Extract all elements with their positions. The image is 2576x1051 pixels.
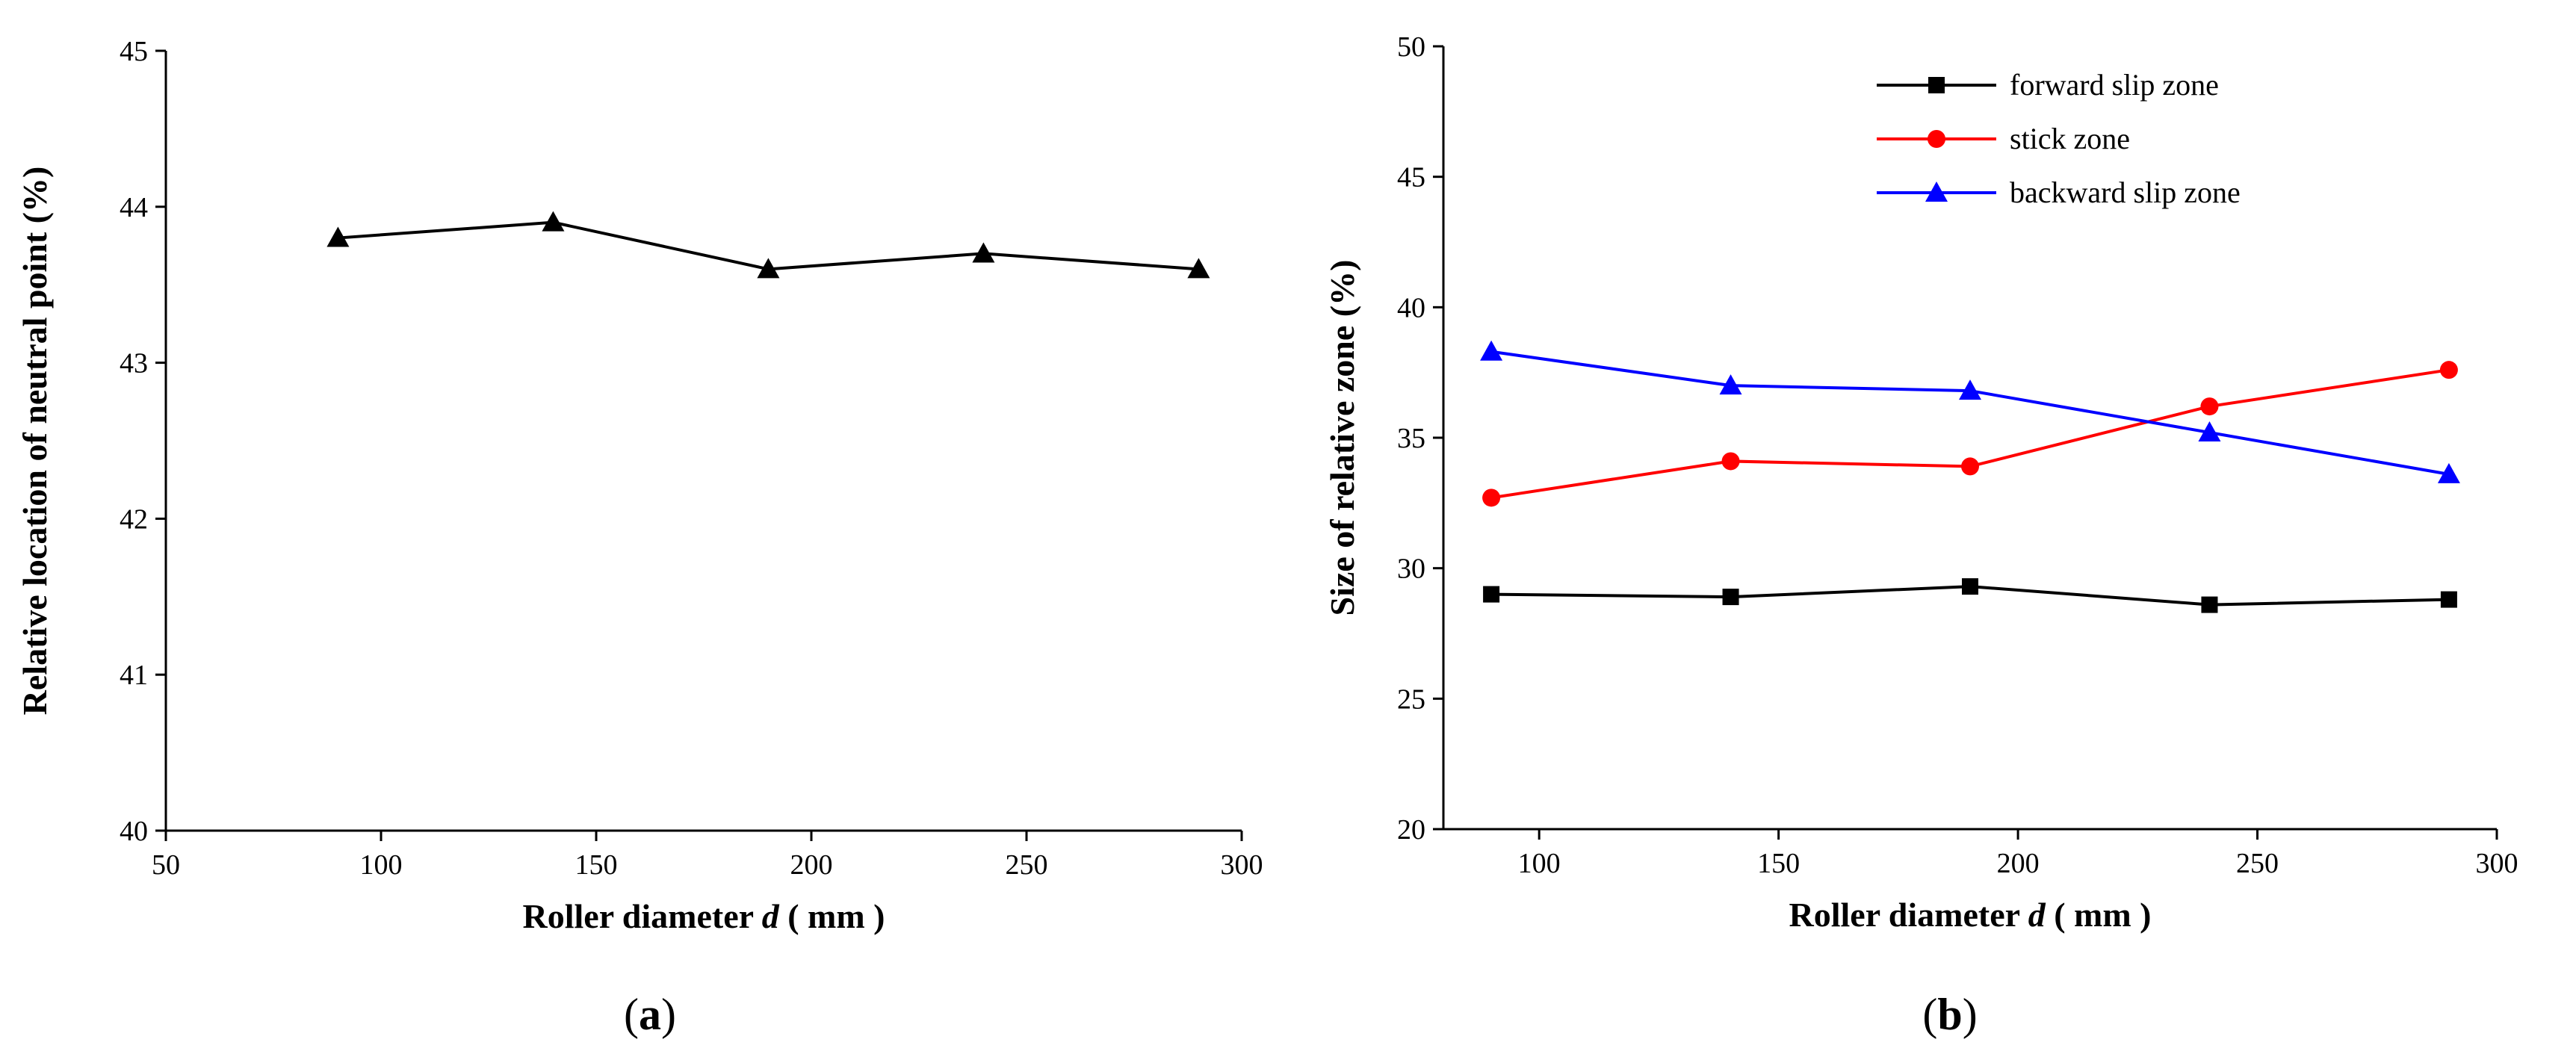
chart-panel-b: 100 150 200 250 300 20 25 30 35 40 45 50 Roller diam… <box>1323 31 2518 1039</box>
y-tick-label: 45 <box>120 36 148 67</box>
data-point <box>2198 421 2221 442</box>
legend-marker <box>1928 77 1945 93</box>
y-tick-label: 45 <box>1397 162 1425 193</box>
panel-label-letter: a <box>639 990 661 1039</box>
y-tick-label: 43 <box>120 348 148 379</box>
x-tick-label: 100 <box>1518 848 1561 879</box>
data-point <box>2439 361 2458 379</box>
x-tick-label: 200 <box>790 849 833 881</box>
data-point <box>1719 374 1742 395</box>
y-tick-label: 40 <box>120 816 148 847</box>
y-tick-label: 30 <box>1397 554 1425 585</box>
y-tick-label: 44 <box>120 192 148 223</box>
data-point <box>757 258 780 279</box>
x-tick-label: 50 <box>152 849 180 881</box>
panel-label: (a) <box>624 990 676 1039</box>
data-point <box>2440 591 2457 608</box>
chart-panel-a: 50 100 150 200 250 300 40 41 42 43 44 45 Roller diam… <box>16 36 1263 1039</box>
legend-marker <box>1928 130 1945 148</box>
x-axis-title-unit: ( mm ) <box>779 897 885 935</box>
data-point <box>1959 379 1981 400</box>
x-axis-title-text: Roller diameter <box>1789 896 2020 934</box>
x-tick-label: 150 <box>575 849 618 881</box>
x-axis-title-unit: ( mm ) <box>2046 896 2152 934</box>
x-tick-label: 150 <box>1757 848 1800 879</box>
x-axis-title-var: d <box>762 897 780 935</box>
data-point <box>1962 578 1978 595</box>
data-point <box>1721 452 1740 471</box>
x-tick-label: 250 <box>1006 849 1048 881</box>
data-point <box>542 211 565 232</box>
panel-label-close: ) <box>661 990 676 1039</box>
x-tick-label: 250 <box>2236 848 2279 879</box>
panel-label: (b) <box>1922 990 1977 1039</box>
x-tick-label: 300 <box>2476 848 2518 879</box>
x-axis-title: Roller diameter d ( mm ) <box>1789 896 2152 934</box>
panel-label-open: ( <box>624 990 639 1039</box>
y-tick-label: 25 <box>1397 683 1425 715</box>
y-tick-label: 40 <box>1397 292 1425 323</box>
legend-marker <box>1925 182 1948 202</box>
data-point <box>2200 397 2219 416</box>
series-line <box>1490 350 2450 476</box>
series-1 <box>1482 361 2458 507</box>
data-point <box>1483 586 1500 603</box>
x-tick-label: 200 <box>1997 848 2040 879</box>
x-axis-title-space <box>2019 896 2028 934</box>
data-point <box>326 226 350 247</box>
y-tick-label: 41 <box>120 660 148 691</box>
series-2 <box>1480 340 2460 483</box>
x-axis-title-text: Roller diameter <box>523 897 754 935</box>
legend: forward slip zone stick zone backward slip… <box>1877 68 2241 209</box>
x-axis-title-var: d <box>2028 896 2046 934</box>
legend-entry: stick zone <box>2010 122 2130 155</box>
x-tick-label: 100 <box>360 849 403 881</box>
data-point <box>1482 489 1501 507</box>
data-point <box>972 242 995 263</box>
x-axis-title: Roller diameter d ( mm ) <box>523 897 885 935</box>
data-point <box>1722 589 1739 606</box>
x-tick-label: 300 <box>1221 849 1263 881</box>
panel-label-open: ( <box>1922 990 1937 1039</box>
data-point <box>1187 258 1210 279</box>
y-axis-title: Size of relative zone (%) <box>1323 260 1361 616</box>
legend-entry: forward slip zone <box>2010 68 2219 102</box>
series-0 <box>1483 578 2457 613</box>
data-point <box>1961 457 1979 476</box>
y-tick-label: 35 <box>1397 423 1425 454</box>
y-tick-label: 20 <box>1397 814 1425 846</box>
y-tick-label: 50 <box>1397 31 1425 63</box>
y-tick-label: 42 <box>120 503 148 535</box>
panel-label-close: ) <box>1963 990 1978 1039</box>
panel-label-letter: b <box>1937 990 1962 1039</box>
legend-entry: backward slip zone <box>2010 176 2241 209</box>
data-point <box>1480 340 1503 361</box>
data-point <box>2201 596 2218 613</box>
y-axis-title: Relative location of neutral point (%) <box>16 167 54 716</box>
series-0 <box>326 211 1210 279</box>
data-point <box>2437 462 2460 483</box>
x-axis-title-space <box>753 897 762 935</box>
